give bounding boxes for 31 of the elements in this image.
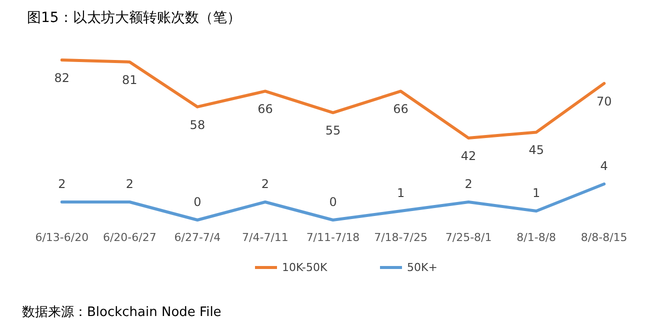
data-label: 1 <box>396 186 405 200</box>
x-tick-label: 7/18-7/25 <box>374 231 428 244</box>
data-label: 2 <box>58 177 66 191</box>
data-label: 2 <box>126 177 134 191</box>
chart-title: 图15：以太坊大额转账次数（笔） <box>27 10 241 26</box>
data-label: 0 <box>329 195 337 209</box>
data-label: 45 <box>528 143 544 158</box>
data-label: 55 <box>325 124 341 138</box>
x-tick-label: 6/13-6/20 <box>35 231 89 244</box>
data-label: 82 <box>54 71 70 85</box>
data-label: 1 <box>532 186 540 200</box>
legend-label: 10K-50K <box>282 261 328 274</box>
data-label: 2 <box>464 177 472 191</box>
data-label: 58 <box>190 118 206 132</box>
x-tick-label: 6/27-7/4 <box>174 231 221 244</box>
x-tick-label: 8/1-8/8 <box>516 231 556 244</box>
legend-label: 50K+ <box>407 261 438 274</box>
data-label: 66 <box>393 102 408 116</box>
data-label: 4 <box>600 159 608 173</box>
x-tick-label: 7/11-7/18 <box>306 231 360 244</box>
data-label: 81 <box>122 72 138 87</box>
data-label: 2 <box>261 177 270 191</box>
source-note: 数据来源：Blockchain Node File <box>22 305 222 320</box>
x-tick-label: 8/8-8/15 <box>580 231 628 244</box>
data-label: 0 <box>194 195 202 209</box>
x-tick-label: 7/25-8/1 <box>445 231 492 244</box>
x-tick-label: 7/4-7/11 <box>242 231 288 244</box>
x-tick-label: 6/20-6/27 <box>102 231 156 244</box>
data-label: 66 <box>258 102 273 116</box>
data-label: 42 <box>460 149 476 164</box>
data-label: 70 <box>596 94 612 108</box>
